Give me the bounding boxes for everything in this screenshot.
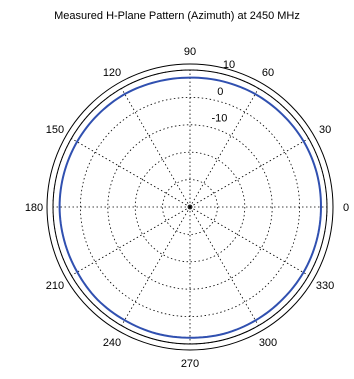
radial-grid-circle (162, 179, 218, 235)
pattern-trace (58, 76, 322, 339)
angular-grid-line (189, 206, 309, 276)
radial-grid-circle (80, 97, 300, 317)
angular-grid-line (189, 138, 309, 208)
origin-marker (187, 204, 193, 210)
angular-tick-label: 270 (181, 358, 199, 370)
angular-tick-label: 240 (103, 337, 121, 349)
angular-tick-label: 60 (262, 67, 274, 79)
radial-tick-label: 0 (217, 86, 223, 98)
angular-tick-label: 30 (319, 124, 331, 136)
radial-grid-circle (134, 151, 246, 263)
pattern-series (58, 76, 322, 339)
radial-tick-label: 10 (223, 59, 235, 71)
tick-labels: 0 30 60 90 120 150 180 210 240 270 300 330 -10 0 10 (25, 46, 349, 370)
angular-tick-label: 0 (343, 202, 349, 214)
angular-grid-line (71, 206, 191, 276)
angular-tick-label: 300 (259, 337, 277, 349)
radial-tick-label: -10 (212, 113, 228, 125)
angular-tick-label: 210 (46, 280, 64, 292)
angular-tick-label: 150 (46, 124, 64, 136)
chart-title: Measured H-Plane Pattern (Azimuth) at 24… (54, 10, 300, 22)
angular-tick-label: 90 (184, 46, 196, 58)
angular-tick-label: 330 (316, 280, 334, 292)
angular-tick-label: 120 (103, 67, 121, 79)
radial-grid-circle (107, 124, 273, 290)
polar-grid (46, 63, 334, 351)
angular-grid-line (189, 88, 259, 208)
angular-grid-line (71, 138, 191, 208)
outer-ring (46, 63, 334, 351)
angular-tick-label: 180 (25, 202, 43, 214)
angular-grid-line (121, 206, 191, 326)
angular-grid-line (189, 206, 259, 326)
angular-grid-line (121, 88, 191, 208)
